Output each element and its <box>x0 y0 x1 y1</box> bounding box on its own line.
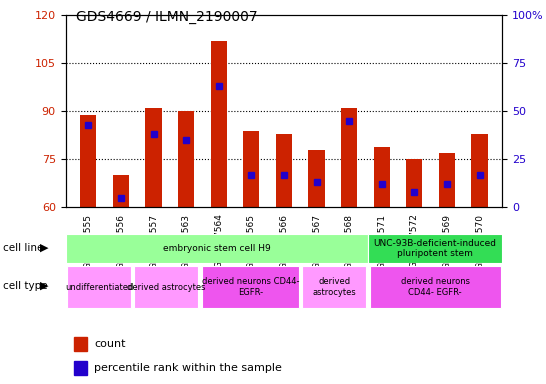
Bar <box>134 266 198 308</box>
Text: ▶: ▶ <box>40 243 49 253</box>
Bar <box>276 134 292 207</box>
Text: ▶: ▶ <box>40 281 49 291</box>
Text: UNC-93B-deficient-induced
pluripotent stem: UNC-93B-deficient-induced pluripotent st… <box>373 239 497 258</box>
Text: derived neurons CD44-
EGFR-: derived neurons CD44- EGFR- <box>201 277 299 297</box>
Text: derived neurons
CD44- EGFR-: derived neurons CD44- EGFR- <box>401 277 470 297</box>
Bar <box>373 147 390 207</box>
Bar <box>74 337 87 351</box>
Text: count: count <box>94 339 126 349</box>
Bar <box>243 131 259 207</box>
Bar <box>80 114 97 207</box>
Text: derived
astrocytes: derived astrocytes <box>312 277 356 297</box>
Bar <box>308 150 325 207</box>
Text: cell type: cell type <box>3 281 48 291</box>
Bar <box>178 111 194 207</box>
Bar <box>406 159 423 207</box>
Bar <box>341 108 357 207</box>
Bar <box>113 175 129 207</box>
Text: cell line: cell line <box>3 243 43 253</box>
Bar <box>370 266 501 308</box>
Bar <box>66 234 368 263</box>
Bar <box>471 134 488 207</box>
Bar <box>211 41 227 207</box>
Bar <box>368 234 502 263</box>
Text: percentile rank within the sample: percentile rank within the sample <box>94 363 282 373</box>
Bar <box>439 153 455 207</box>
Text: undifferentiated: undifferentiated <box>65 283 133 291</box>
Text: GDS4669 / ILMN_2190007: GDS4669 / ILMN_2190007 <box>76 10 258 23</box>
Bar <box>145 108 162 207</box>
Bar <box>302 266 366 308</box>
Bar <box>74 361 87 375</box>
Bar <box>201 266 299 308</box>
Text: embryonic stem cell H9: embryonic stem cell H9 <box>163 244 271 253</box>
Text: derived astrocytes: derived astrocytes <box>127 283 206 291</box>
Bar <box>67 266 131 308</box>
